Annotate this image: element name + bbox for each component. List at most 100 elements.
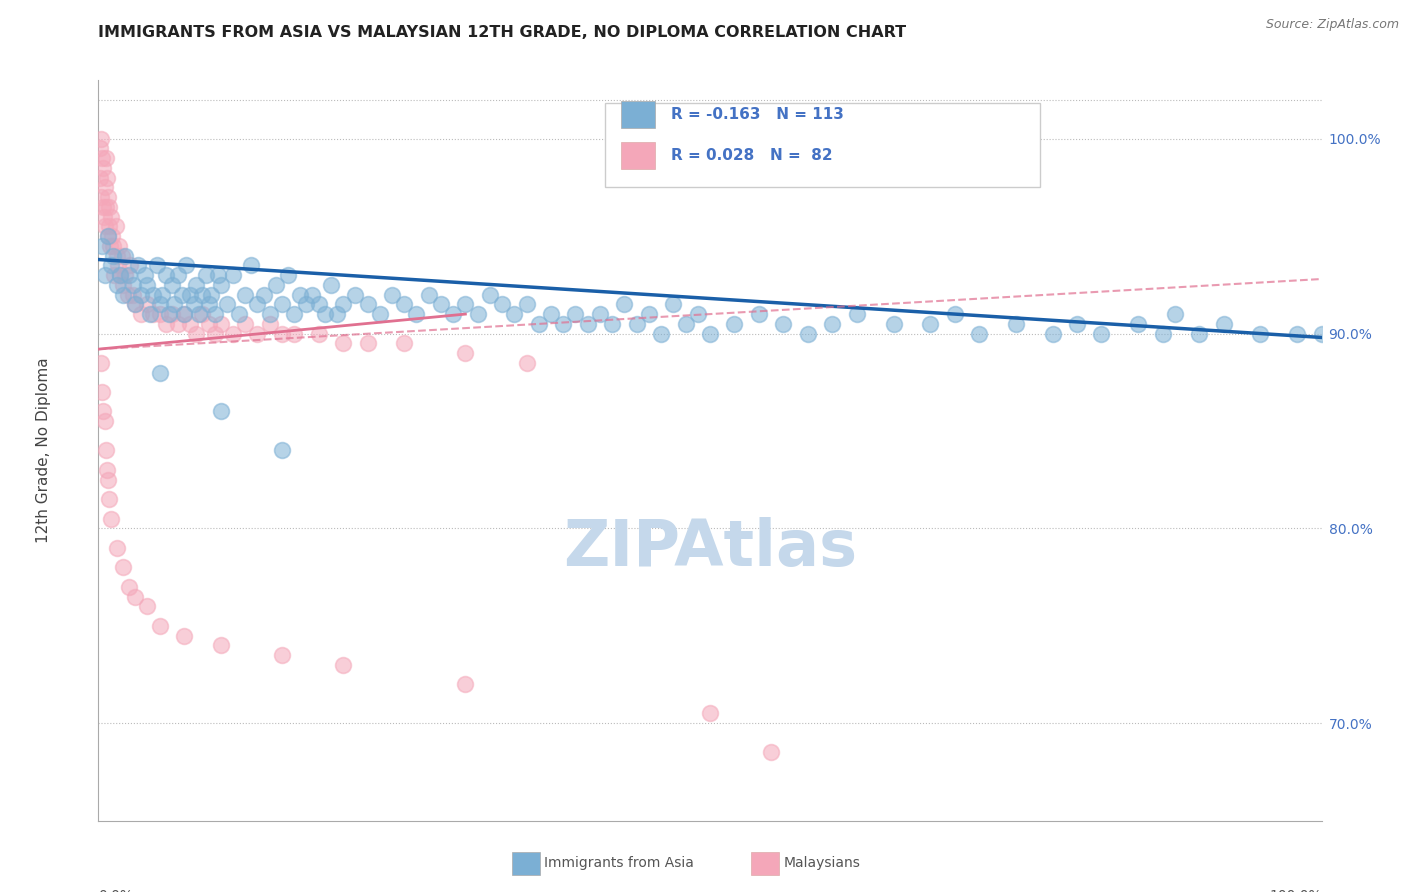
Point	[121, 277, 143, 292]
Point	[163, 297, 186, 311]
Point	[176, 259, 198, 273]
Point	[209, 404, 232, 418]
Point	[173, 307, 195, 321]
Point	[149, 307, 172, 321]
Point	[111, 249, 134, 263]
Point	[1250, 326, 1272, 341]
Point	[301, 287, 323, 301]
Point	[136, 599, 159, 614]
Point	[259, 317, 281, 331]
Point	[270, 443, 294, 458]
Point	[222, 326, 245, 341]
Point	[228, 307, 250, 321]
Point	[503, 307, 526, 321]
Point	[491, 297, 513, 311]
Point	[240, 259, 263, 273]
Point	[308, 297, 330, 311]
Point	[613, 297, 636, 311]
Point	[699, 326, 721, 341]
Text: IMMIGRANTS FROM ASIA VS MALAYSIAN 12TH GRADE, NO DIPLOMA CORRELATION CHART: IMMIGRANTS FROM ASIA VS MALAYSIAN 12TH G…	[98, 25, 907, 40]
Point	[222, 268, 245, 282]
Point	[195, 268, 218, 282]
Point	[89, 170, 111, 185]
Point	[101, 249, 124, 263]
Point	[1212, 317, 1234, 331]
Point	[197, 297, 219, 311]
Text: 12th Grade, No Diploma: 12th Grade, No Diploma	[37, 358, 51, 543]
Point	[101, 229, 124, 244]
Point	[821, 317, 844, 331]
Point	[136, 297, 159, 311]
Text: R = 0.028   N =  82: R = 0.028 N = 82	[671, 148, 832, 162]
Point	[142, 287, 165, 301]
Point	[124, 297, 146, 311]
Point	[1004, 317, 1026, 331]
Point	[772, 317, 794, 331]
Point	[723, 317, 745, 331]
Point	[134, 268, 156, 282]
Point	[97, 219, 120, 234]
Point	[105, 249, 128, 263]
Point	[283, 326, 305, 341]
Point	[204, 326, 226, 341]
Point	[103, 268, 125, 282]
Point	[264, 277, 287, 292]
Point	[277, 268, 299, 282]
Point	[1286, 326, 1309, 341]
Point	[111, 560, 134, 574]
Point	[105, 541, 128, 555]
Point	[97, 229, 120, 244]
Point	[155, 317, 177, 331]
Point	[430, 297, 453, 311]
Point	[233, 287, 256, 301]
Point	[120, 259, 142, 273]
Point	[1164, 307, 1187, 321]
Point	[129, 307, 152, 321]
Point	[883, 317, 905, 331]
Point	[259, 307, 281, 321]
Point	[527, 317, 550, 331]
Point	[699, 706, 721, 721]
Point	[454, 677, 477, 691]
Point	[155, 268, 177, 282]
Point	[110, 268, 132, 282]
Point	[111, 277, 134, 292]
Point	[564, 307, 586, 321]
Point	[93, 180, 115, 194]
Point	[1042, 326, 1064, 341]
Point	[186, 326, 208, 341]
Point	[90, 356, 112, 370]
Point	[179, 287, 201, 301]
Text: Malaysians: Malaysians	[783, 856, 860, 871]
Point	[1066, 317, 1088, 331]
Text: ZIPAtlas: ZIPAtlas	[562, 516, 858, 579]
Point	[149, 619, 172, 633]
Point	[146, 259, 169, 273]
Point	[675, 317, 697, 331]
Point	[797, 326, 820, 341]
Point	[1310, 326, 1333, 341]
Point	[454, 346, 477, 360]
Point	[1152, 326, 1174, 341]
Point	[761, 746, 783, 760]
Point	[118, 580, 141, 594]
Point	[93, 268, 115, 282]
Point	[270, 297, 294, 311]
Text: R = -0.163   N = 113: R = -0.163 N = 113	[671, 107, 844, 121]
Point	[441, 307, 464, 321]
Point	[344, 287, 367, 301]
Point	[845, 307, 868, 321]
Point	[149, 297, 172, 311]
Point	[478, 287, 501, 301]
Point	[91, 151, 114, 165]
Point	[516, 356, 538, 370]
Point	[943, 307, 966, 321]
Point	[97, 473, 120, 487]
Point	[215, 297, 238, 311]
Point	[160, 277, 183, 292]
Text: 100.0%: 100.0%	[1270, 888, 1322, 892]
Point	[114, 268, 136, 282]
Point	[295, 297, 318, 311]
Point	[111, 287, 134, 301]
Point	[252, 287, 274, 301]
